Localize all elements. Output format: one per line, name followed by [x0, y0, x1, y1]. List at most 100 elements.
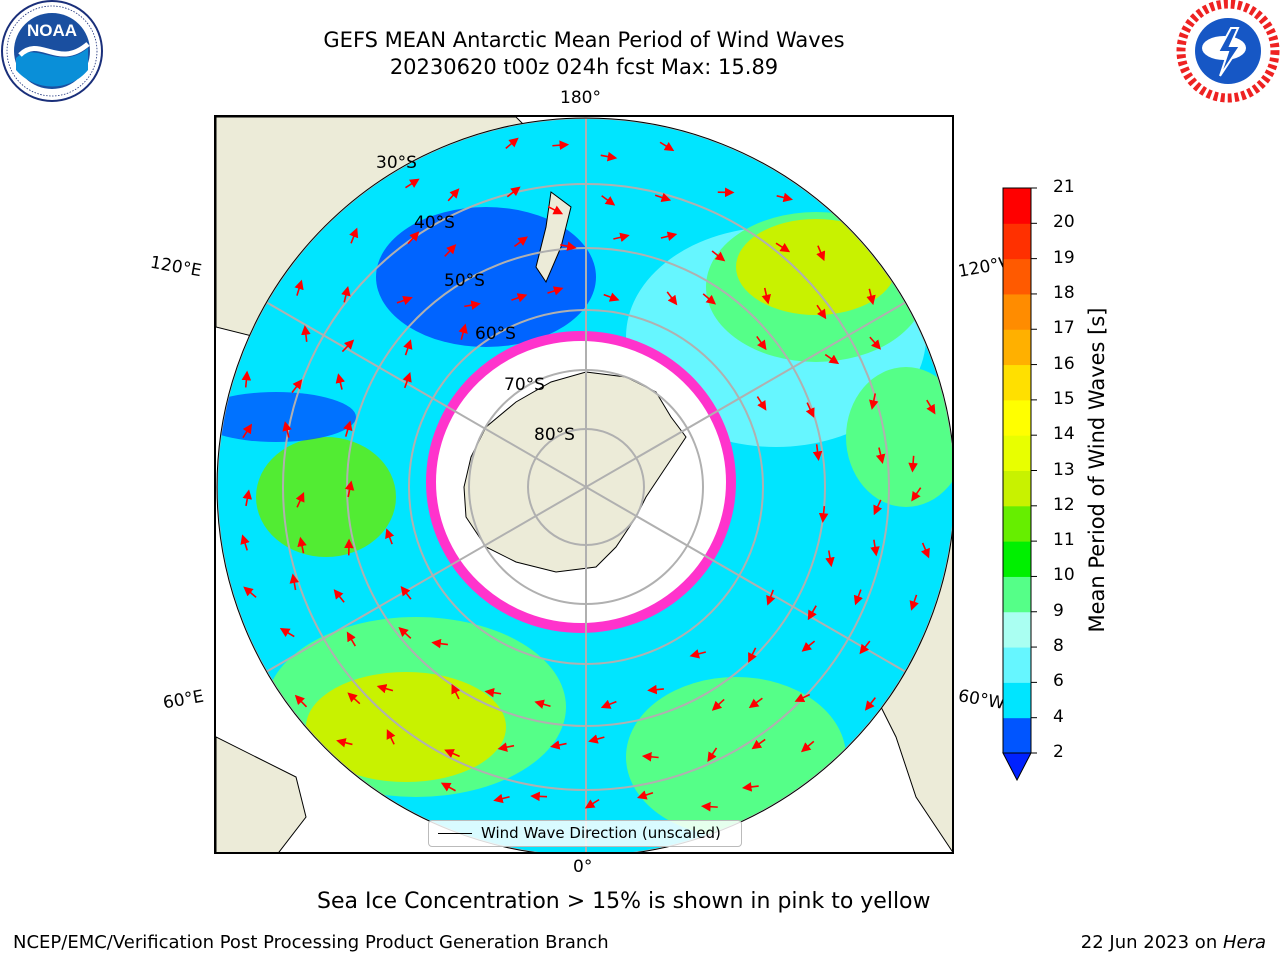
- wave-direction-arrow: [637, 790, 654, 800]
- africa-land: [216, 736, 307, 852]
- wave-direction-arrow: [243, 586, 257, 598]
- wave-direction-arrow: [547, 286, 564, 296]
- sea-ice-note: Sea Ice Concentration > 15% is shown in …: [317, 889, 931, 914]
- lat-label-80s: 80°S: [534, 425, 575, 445]
- wave-direction-arrow: [550, 740, 567, 750]
- wave-direction-arrow: [908, 455, 918, 473]
- colorbar-segment: [1003, 188, 1031, 224]
- colorbar-tick-label: 21: [1053, 177, 1075, 197]
- wave-direction-arrow: [497, 742, 515, 752]
- wave-direction-arrow: [866, 288, 876, 306]
- wave-direction-arrow: [859, 640, 871, 655]
- colorbar-tick-label: 11: [1053, 530, 1075, 551]
- colorbar-tick-label: 6: [1053, 671, 1064, 692]
- wave-direction-arrow: [241, 370, 252, 388]
- colorbar-tick-label: 14: [1053, 424, 1075, 445]
- wave-direction-arrow: [403, 339, 413, 356]
- chart-title: GEFS MEAN Antarctic Mean Period of Wind …: [323, 28, 845, 52]
- wave-direction-arrow: [484, 687, 502, 698]
- wave-direction-arrow: [751, 738, 766, 750]
- wave-direction-arrow: [920, 542, 930, 559]
- lon-label-120e: 120°E: [148, 252, 204, 282]
- wave-direction-arrow: [794, 693, 811, 703]
- wave-direction-arrow: [464, 300, 481, 310]
- colorbar-segment: [1003, 576, 1031, 613]
- wave-direction-arrow: [347, 692, 361, 705]
- wave-direction-arrow: [775, 242, 791, 253]
- wave-direction-arrow: [816, 304, 827, 320]
- colorbar-segment: [1003, 470, 1031, 507]
- lat-label-70s: 70°S: [504, 375, 545, 395]
- lon-label-60e: 60°E: [161, 686, 206, 714]
- chart-subtitle: 20230620 t00z 024h fcst Max: 15.89: [389, 55, 779, 79]
- wave-direction-arrow: [761, 287, 771, 305]
- wave-direction-arrow: [289, 573, 300, 591]
- lon-label-180: 180°: [560, 88, 601, 108]
- wave-direction-arrow: [864, 697, 876, 711]
- wave-field-blue-west: [217, 392, 356, 442]
- wave-direction-arrow: [601, 195, 616, 206]
- wave-direction-arrow: [301, 325, 311, 342]
- footer-host: Hera: [1222, 932, 1266, 953]
- wave-direction-arrow: [396, 295, 413, 305]
- wave-direction-arrow: [600, 699, 617, 709]
- wave-direction-arrow: [711, 698, 725, 711]
- noaa-logo-text: NOAA: [27, 21, 77, 40]
- colorbar-under-arrow: [1002, 752, 1032, 782]
- wave-direction-arrow: [825, 550, 835, 568]
- colorbar-tick-label: 19: [1053, 247, 1075, 268]
- wave-field-green-west: [256, 437, 396, 557]
- wave-direction-arrow: [875, 447, 886, 464]
- wave-direction-arrow: [386, 729, 396, 745]
- wave-direction-arrow: [660, 231, 678, 241]
- wave-direction-arrow: [349, 227, 359, 244]
- wave-direction-arrow: [295, 491, 305, 508]
- colorbar-segment: [1003, 541, 1031, 577]
- wave-direction-arrow: [702, 293, 717, 305]
- wave-direction-arrow: [405, 178, 420, 189]
- wave-direction-arrow: [242, 423, 253, 439]
- wave-direction-arrow: [282, 421, 292, 438]
- colorbar-segment: [1003, 293, 1031, 330]
- wave-direction-arrow: [451, 683, 461, 700]
- lon-label-120w: 120°W: [956, 252, 1018, 282]
- wave-direction-arrow: [766, 589, 776, 606]
- wave-direction-arrow: [741, 782, 759, 792]
- wave-direction-arrow: [513, 236, 528, 247]
- colorbar-segment: [1003, 435, 1031, 471]
- wave-direction-arrow: [824, 353, 840, 365]
- wave-direction-arrow: [402, 372, 412, 389]
- wave-direction-arrow: [240, 534, 250, 551]
- wave-direction-arrow: [812, 444, 823, 461]
- wave-direction-arrow: [600, 151, 618, 162]
- colorbar-segment: [1003, 364, 1031, 401]
- wave-field-blue: [376, 207, 596, 347]
- colorbar-label: Mean Period of Wind Waves [s]: [1085, 307, 1109, 633]
- wave-direction-arrow: [336, 738, 353, 748]
- wave-direction-arrow: [659, 141, 675, 152]
- wave-direction-arrow: [647, 684, 664, 695]
- noaa-logo: NOAA: [1, 0, 103, 102]
- wave-direction-arrow: [756, 335, 767, 351]
- wave-direction-arrow: [560, 241, 577, 251]
- wave-direction-arrow: [444, 749, 460, 758]
- map-legend: Wind Wave Direction (unscaled): [428, 820, 742, 847]
- wave-field-yellow-pacific: [736, 219, 896, 315]
- wave-direction-arrow: [505, 137, 519, 149]
- lon-label-60w: 60°W: [956, 686, 1007, 714]
- wave-direction-arrow: [333, 589, 345, 603]
- wave-direction-arrow: [385, 528, 395, 545]
- wave-direction-arrow: [711, 250, 726, 262]
- wave-direction-arrow: [291, 379, 303, 393]
- wave-direction-arrow: [588, 734, 605, 744]
- wave-direction-arrow: [294, 279, 304, 296]
- colorbar-tick-label: 2: [1053, 742, 1064, 762]
- legend-line-sample: [438, 833, 472, 834]
- wave-direction-arrow: [297, 536, 307, 554]
- wave-direction-arrow: [911, 487, 922, 502]
- wave-direction-arrow: [279, 628, 295, 638]
- wave-direction-arrow: [242, 489, 253, 507]
- wave-direction-arrow: [869, 393, 879, 410]
- wave-direction-arrow: [748, 697, 763, 709]
- wave-direction-arrow: [431, 638, 449, 649]
